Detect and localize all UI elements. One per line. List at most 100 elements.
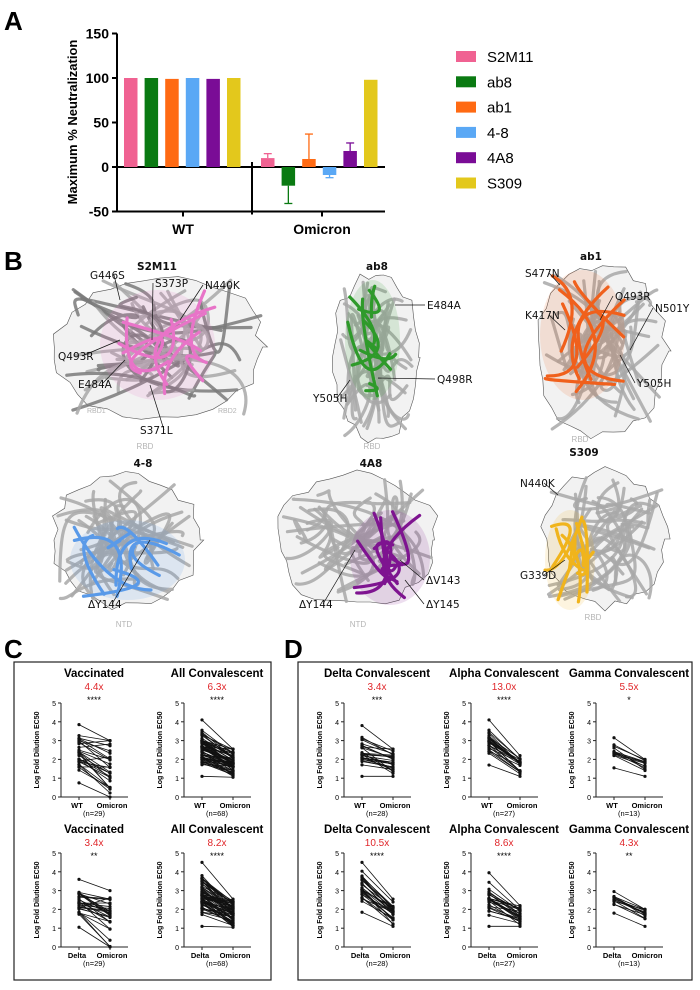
data-point (200, 757, 204, 761)
bar-ab1-WT (165, 78, 179, 167)
data-point (108, 901, 112, 905)
pair-line (201, 896, 234, 901)
bar-ab8-Omicron (281, 167, 296, 186)
panel-d-frame (297, 661, 693, 981)
mutation-leader-line (543, 482, 559, 496)
data-point (518, 921, 522, 925)
data-point (200, 912, 204, 917)
data-point (231, 759, 235, 763)
sample-size: (n=68) (206, 959, 228, 968)
data-point (360, 745, 364, 749)
data-point (643, 774, 647, 778)
significance-stars: ** (625, 851, 633, 861)
pair-line (78, 913, 111, 947)
legend-label: ab8 (487, 74, 512, 91)
pair-line (361, 746, 394, 750)
data-point (200, 745, 204, 749)
data-point (77, 768, 81, 772)
backbone-ribbon (549, 490, 651, 515)
pair-line (488, 872, 521, 906)
structure-title: S2M11 (137, 261, 177, 273)
domain-label: RBD (572, 435, 589, 444)
y-tick-label: 2 (587, 757, 591, 764)
backbone-ribbon (591, 287, 660, 387)
pair-line (361, 897, 394, 925)
y-tick-label: 3 (587, 739, 591, 746)
y-tick-label: 0 (462, 795, 466, 802)
pair-line (201, 881, 234, 902)
mutation-label: G339D (520, 570, 556, 582)
mutation-leader-line (619, 354, 636, 384)
data-point (77, 912, 81, 916)
data-point (77, 737, 81, 742)
data-point (360, 742, 364, 746)
data-point (108, 771, 112, 775)
y-tick-label: 3 (462, 889, 466, 896)
data-point (77, 894, 81, 899)
y-tick-label: 4 (335, 870, 339, 877)
pair-line (201, 901, 234, 911)
mutation-label: E484A (78, 379, 113, 391)
data-point (360, 735, 364, 739)
pair-line (613, 737, 646, 760)
data-point (643, 911, 647, 916)
x-tick-label: Omicron (632, 951, 663, 960)
data-point (200, 753, 204, 758)
pair-line (361, 897, 394, 921)
pair-line (488, 729, 521, 760)
data-point (612, 766, 616, 770)
legend-label: 4A8 (487, 150, 514, 167)
fold-change: 6.3x (208, 682, 227, 693)
domain-label: NTD (350, 620, 367, 629)
mutation-leader-line (543, 559, 566, 576)
mutation-label: Q493R (615, 291, 651, 303)
domain-label: RBD (137, 442, 154, 451)
pair-line (201, 925, 234, 928)
paired-plots-c: Vaccinated 4.4x **** Log Fold Dilution EC50… (34, 668, 264, 968)
pair-line (201, 743, 234, 758)
y-tick-label: 1 (462, 926, 466, 933)
epitope-ribbon (572, 280, 626, 339)
structure-ab8: ab8 RBD E484A Q498R Y505H (312, 261, 473, 451)
data-point (108, 749, 112, 753)
data-point (391, 771, 395, 776)
epitope-ribbon (124, 316, 170, 373)
x-tick-label: WT (481, 801, 493, 810)
mutation-leader-line (336, 379, 351, 399)
backbone-ribbon (99, 506, 175, 544)
pair-line (78, 907, 111, 918)
mutation-label: N440K (520, 478, 556, 490)
y-tick-label: 4 (587, 870, 591, 877)
pair-line (361, 877, 394, 912)
data-point (360, 869, 364, 873)
paired-plot-gamma-convalescent: Gamma Convalescent 5.5x * Log Fold Dilution… (569, 668, 689, 818)
data-point (200, 718, 204, 722)
data-point (360, 878, 364, 882)
data-point (77, 745, 81, 749)
y-tick-label: 1 (52, 776, 56, 783)
y-tick-label: 3 (52, 739, 56, 746)
y-tick-label: 2 (587, 907, 591, 914)
y-tick-label: 4 (52, 720, 56, 727)
data-point (612, 743, 616, 747)
data-point (643, 761, 647, 765)
epitope-ribbon (560, 533, 582, 604)
data-point (360, 723, 364, 728)
pair-line (78, 906, 111, 912)
plot-title: All Convalescent (171, 668, 264, 680)
data-point (360, 883, 364, 887)
fold-change: 8.6x (495, 838, 514, 849)
mutation-label: Y505H (636, 378, 671, 390)
pair-line (361, 870, 394, 903)
bar-S2M11-WT (124, 78, 138, 167)
paired-plot-vaccinated: Vaccinated 4.4x **** Log Fold Dilution EC50… (34, 668, 128, 818)
data-point (643, 768, 647, 773)
data-point (612, 911, 616, 915)
structure-ab1: ab1 RBD S477N Q493R N501Y K417N Y505H (525, 251, 690, 444)
plot-title: Alpha Convalescent (449, 824, 559, 836)
epitope-ribbon (72, 535, 123, 598)
epitope-ribbon (106, 531, 132, 550)
mutation-label: N501Y (655, 303, 690, 315)
domain-label: RBD (364, 442, 381, 451)
data-point (360, 899, 364, 903)
